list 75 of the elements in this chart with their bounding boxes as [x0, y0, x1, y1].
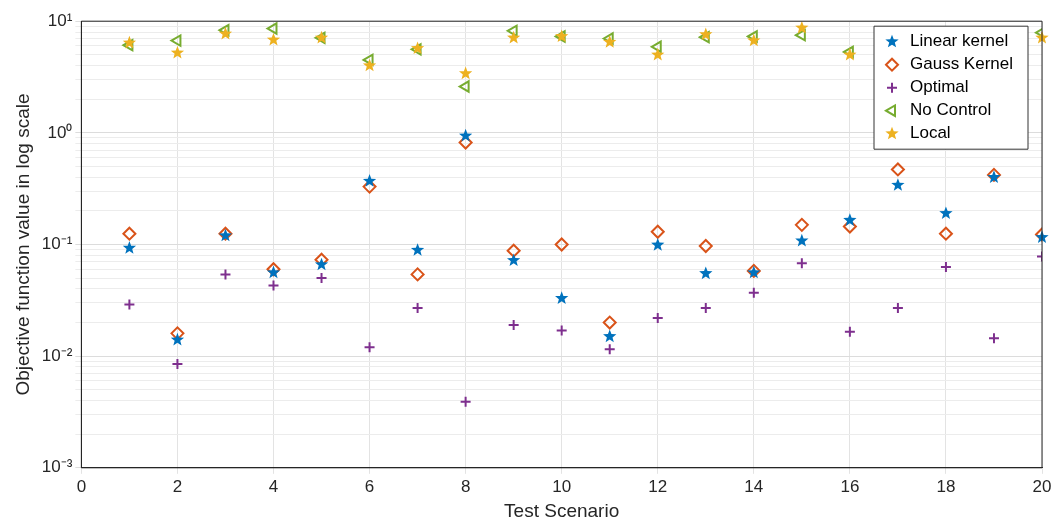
point: [603, 343, 616, 356]
point: [266, 22, 278, 35]
point: [602, 315, 617, 330]
point: [794, 217, 809, 232]
point: [650, 40, 662, 53]
point: [458, 128, 473, 142]
point: [843, 213, 857, 226]
point: [603, 329, 617, 343]
legend-label: Linear kernel: [910, 31, 1009, 51]
x-tick-label: 2: [172, 476, 183, 496]
y-tick-label: 10¹: [47, 10, 73, 30]
y-tick-label: 10⁻¹: [41, 234, 73, 254]
point: [314, 257, 329, 271]
point: [170, 332, 185, 346]
point: [651, 237, 665, 251]
point: [458, 80, 470, 93]
legend-label: Local: [910, 123, 951, 143]
point: [410, 243, 425, 256]
point: [746, 30, 758, 43]
point: [123, 298, 136, 311]
point: [506, 24, 518, 38]
point: [747, 286, 760, 299]
y-axis-title: Objective function value in log scale: [11, 93, 33, 396]
point: [890, 162, 905, 177]
point: [266, 32, 281, 46]
x-tick-label: 8: [460, 476, 471, 496]
legend-label: Gauss Kernel: [910, 54, 1013, 74]
point: [747, 33, 761, 47]
x-axis-title: Test Scenario: [504, 499, 620, 521]
x-tick-label: 0: [76, 476, 87, 496]
y-tick-label: 10⁻²: [41, 345, 73, 365]
point: [170, 45, 185, 59]
x-tick-label: 18: [936, 476, 956, 496]
point: [555, 324, 568, 337]
y-tick-label: 10⁻³: [41, 457, 73, 477]
point: [795, 257, 808, 270]
point: [363, 341, 376, 354]
point: [122, 226, 137, 241]
legend-label: No Control: [910, 100, 992, 120]
point: [507, 253, 521, 267]
point: [122, 241, 137, 254]
x-tick-label: 16: [840, 476, 860, 496]
point: [842, 219, 857, 234]
point: [219, 268, 232, 281]
point: [699, 266, 713, 280]
x-tick-label: 20: [1032, 476, 1052, 496]
point: [410, 267, 425, 282]
point: [362, 174, 377, 187]
point: [651, 47, 665, 61]
point: [555, 291, 569, 304]
point: [267, 279, 280, 292]
point: [554, 237, 569, 252]
point: [891, 178, 905, 191]
point: [698, 238, 713, 253]
point: [507, 30, 521, 44]
point: [938, 226, 953, 241]
point: [458, 66, 473, 80]
legend-label: Optimal: [910, 77, 969, 97]
point: [794, 28, 806, 42]
x-tick-label: 6: [364, 476, 375, 496]
x-tick-label: 4: [268, 476, 279, 496]
point: [843, 325, 856, 338]
point: [795, 20, 809, 34]
point: [795, 233, 809, 247]
point: [459, 395, 472, 408]
y-tick-label: 10⁰: [47, 122, 73, 142]
point: [362, 53, 374, 67]
point: [170, 34, 182, 47]
x-tick-label: 10: [552, 476, 572, 496]
point: [939, 206, 953, 220]
point: [362, 58, 377, 72]
point: [650, 224, 665, 239]
x-tick-label: 14: [744, 476, 764, 496]
point: [506, 243, 521, 258]
x-tick-label: 12: [648, 476, 668, 496]
